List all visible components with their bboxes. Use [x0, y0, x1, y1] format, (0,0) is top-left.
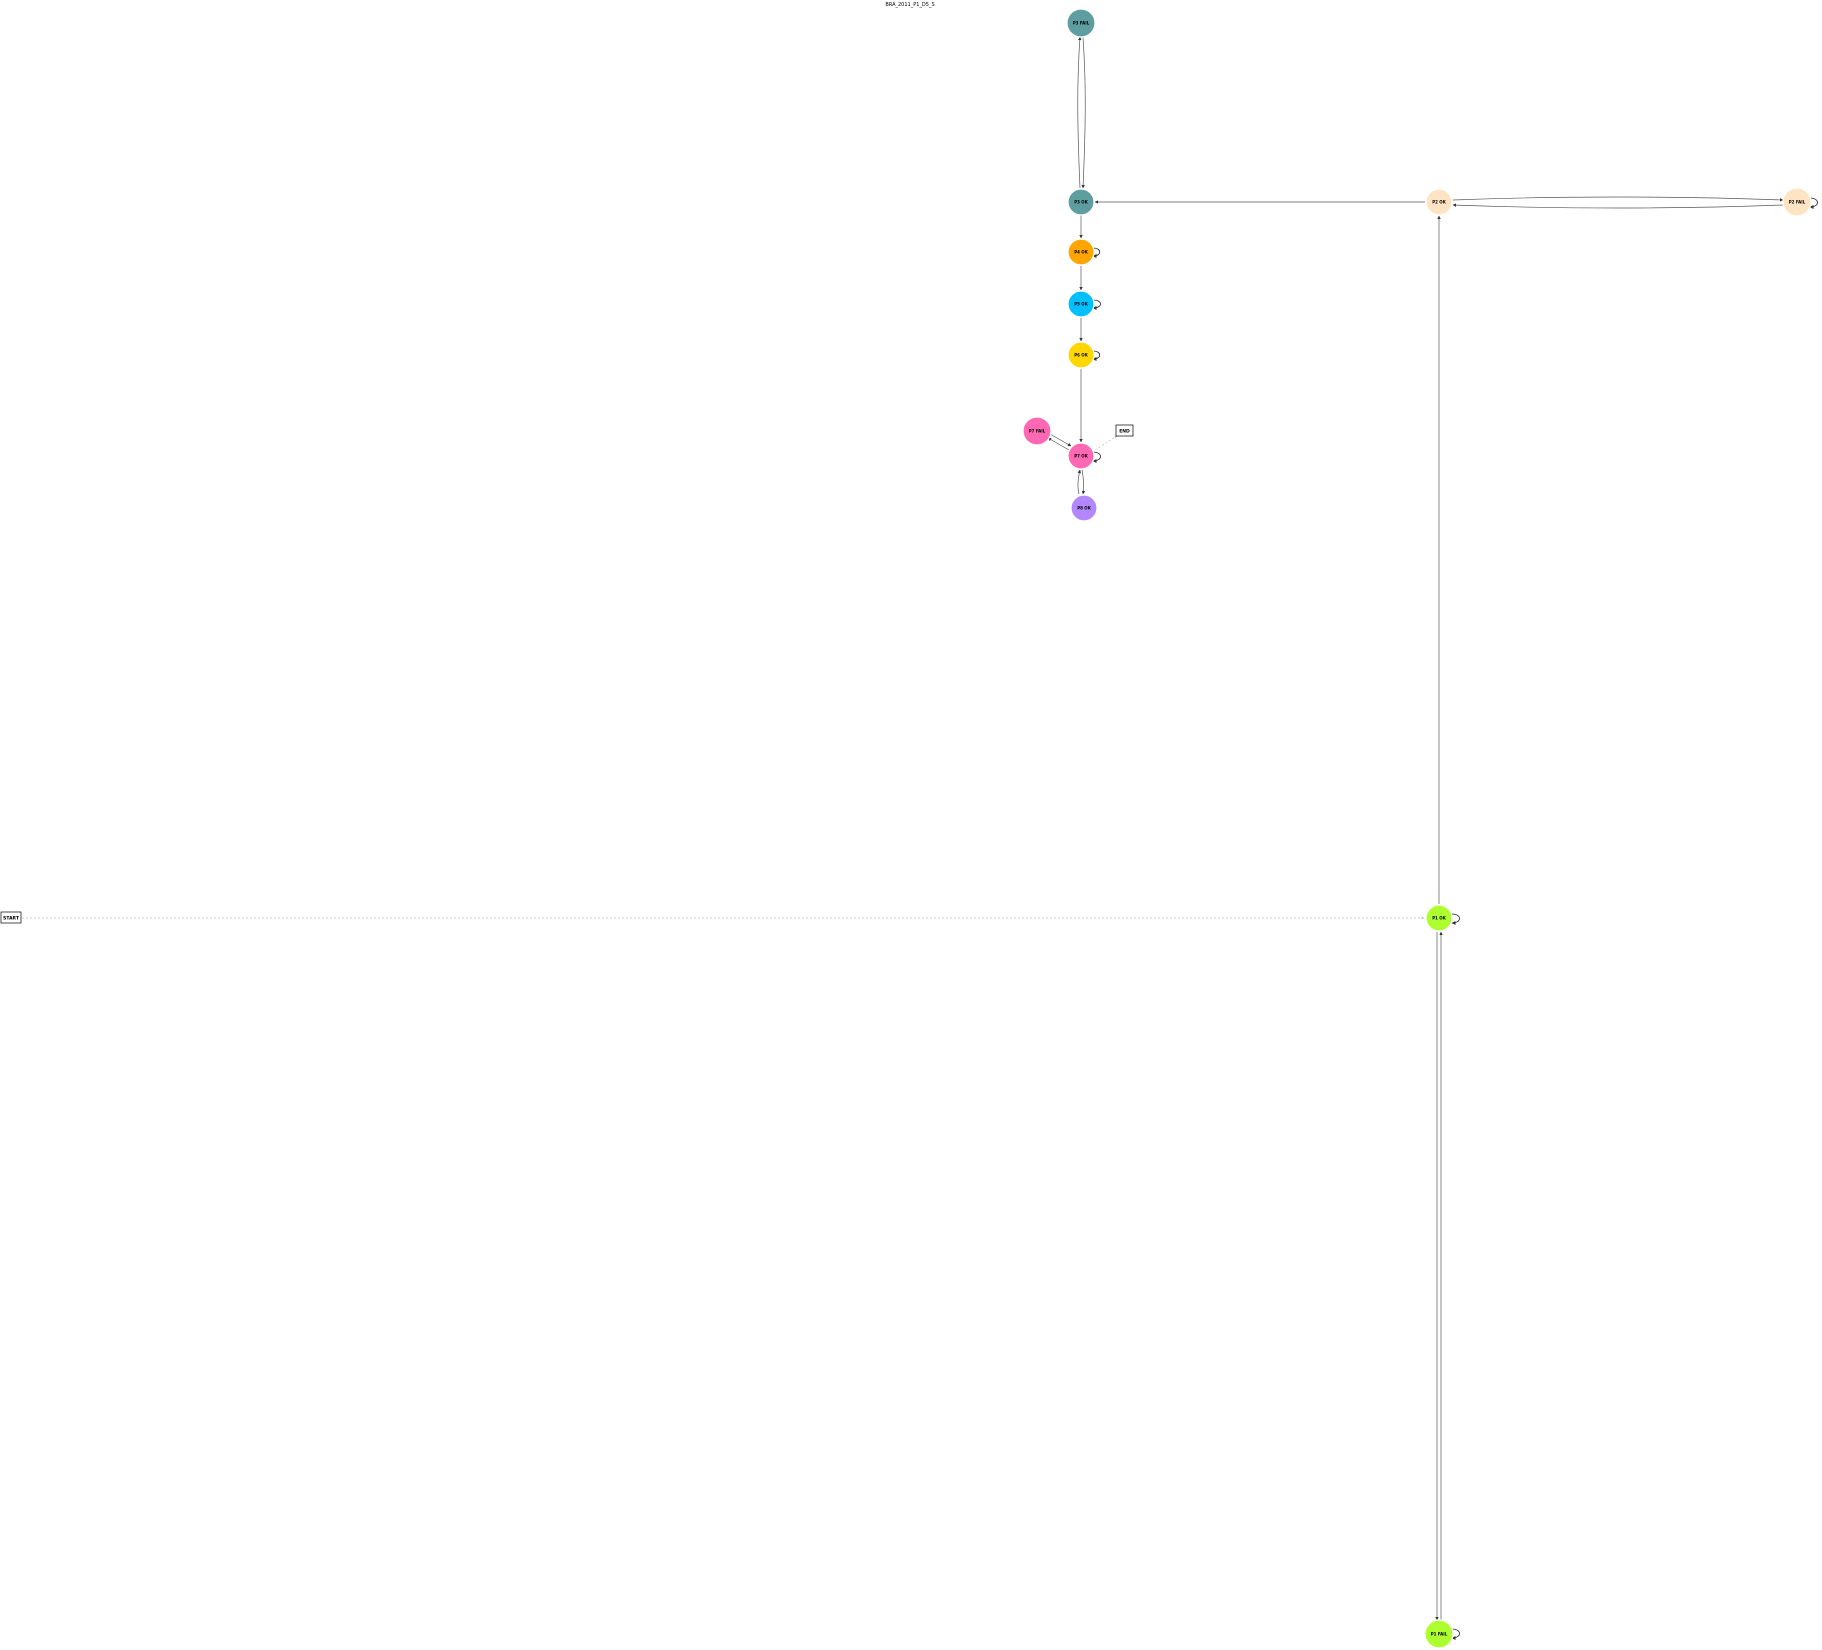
node-p1-ok-circle	[1425, 904, 1453, 932]
loop-p4ok	[1092, 247, 1101, 258]
node-p5-ok-label: P5 OK	[1074, 302, 1089, 307]
loop-p2fail	[1809, 197, 1818, 209]
start-node: START	[0, 911, 22, 924]
node-p1-fail: P1 FAIL	[1424, 1619, 1454, 1649]
node-p6-ok: P6 OK	[1067, 341, 1095, 369]
node-p7-fail-label: P7 FAIL	[1029, 429, 1046, 434]
node-p3-fail-circle	[1066, 8, 1096, 38]
edge-p3ok-p3fail	[1077, 36, 1082, 189]
node-p6-ok-label: P6 OK	[1074, 353, 1089, 358]
end-label: END	[1119, 429, 1130, 435]
loop-p1ok	[1451, 913, 1460, 925]
edge-p2fail-p2ok	[1452, 203, 1784, 209]
edge-p3fail-p3ok	[1081, 36, 1086, 189]
node-p3-ok-label: P3 OK	[1074, 200, 1089, 205]
node-p2-fail-label: P2 FAIL	[1789, 200, 1806, 205]
diagram-title: BRA_2011_P1_D5_S	[885, 2, 934, 8]
loop-p7ok	[1092, 451, 1101, 463]
edge-p7ok-p7fail	[1047, 437, 1070, 451]
node-p2-fail: P2 FAIL	[1782, 187, 1812, 217]
node-p8-ok: P8 OK	[1070, 494, 1098, 522]
node-p7-ok-circle	[1067, 442, 1095, 470]
start-label: START	[3, 916, 20, 922]
node-p5-ok: P5 OK	[1067, 290, 1095, 318]
node-p6-ok-circle	[1067, 341, 1095, 369]
node-p4-ok: P4 OK	[1067, 238, 1095, 266]
loop-p5ok	[1092, 299, 1101, 310]
node-p1-ok-label: P1 OK	[1432, 916, 1447, 921]
node-p4-ok-circle	[1067, 238, 1095, 266]
edge-p1fail-p1ok	[1439, 931, 1443, 1621]
edge-p7fail-p7ok	[1049, 433, 1072, 447]
node-p7-ok: P7 OK	[1067, 442, 1095, 470]
node-p2-ok-circle	[1425, 188, 1453, 216]
edge-p1ok-p1fail	[1435, 931, 1439, 1621]
node-p1-fail-label: P1 FAIL	[1431, 1632, 1448, 1637]
node-p8-ok-label: P8 OK	[1077, 506, 1092, 511]
edge-p8ok-p7ok	[1077, 469, 1081, 495]
node-p3-fail-label: P3 FAIL	[1073, 21, 1090, 26]
node-p3-fail: P3 FAIL	[1066, 8, 1096, 38]
node-p2-ok: P2 OK	[1425, 188, 1453, 216]
node-p2-ok-label: P2 OK	[1432, 200, 1447, 205]
node-p5-ok-circle	[1067, 290, 1095, 318]
nodes: P3 FAIL P3 OK P2 OK P2 FAIL P4 OK P5 OK …	[1022, 8, 1812, 1649]
node-p3-ok-circle	[1067, 188, 1095, 216]
edges	[22, 36, 1818, 1640]
node-p7-ok-label: P7 OK	[1074, 454, 1089, 459]
edge-p7ok-end	[1091, 435, 1118, 453]
node-p2-fail-circle	[1782, 187, 1812, 217]
edge-p2ok-p2fail	[1452, 196, 1784, 202]
loop-p1fail	[1451, 1628, 1460, 1640]
node-p7-fail: P7 FAIL	[1022, 416, 1052, 446]
node-p7-fail-circle	[1022, 416, 1052, 446]
node-p3-ok: P3 OK	[1067, 188, 1095, 216]
edge-p7ok-p8ok	[1081, 469, 1086, 495]
node-p4-ok-label: P4 OK	[1074, 250, 1089, 255]
loop-p6ok	[1092, 350, 1101, 361]
end-node: END	[1115, 424, 1134, 437]
node-p8-ok-circle	[1070, 494, 1098, 522]
node-p1-fail-circle	[1424, 1619, 1454, 1649]
node-p1-ok: P1 OK	[1425, 904, 1453, 932]
